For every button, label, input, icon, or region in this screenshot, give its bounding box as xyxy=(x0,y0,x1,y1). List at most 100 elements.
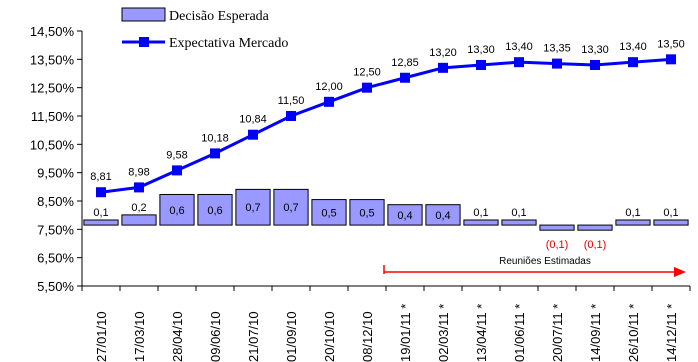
bar xyxy=(653,219,689,226)
line-marker xyxy=(324,96,334,107)
bar-data-label: 0,4 xyxy=(435,210,450,222)
x-tick-label: 02/03/11 * xyxy=(436,304,451,362)
bar-data-label: 0,6 xyxy=(207,205,222,217)
y-tick-label: 13,50% xyxy=(30,52,75,67)
bar-data-label: 0,6 xyxy=(169,205,184,217)
x-tick-label: 14/09/11 * xyxy=(588,304,603,362)
line-data-label: 13,50 xyxy=(657,38,685,50)
y-axis: 5,50% 6,50% 7,50% 8,50% 9,50% 10,50% 11,50% 12,… xyxy=(30,24,83,294)
bar-data-label: 0,5 xyxy=(321,207,336,219)
annotation-arrow-head xyxy=(674,267,686,277)
estimated-meetings-annotation: Reuniões Estimadas xyxy=(383,256,686,277)
y-tick-label: 10,50% xyxy=(30,137,75,152)
line-marker xyxy=(476,60,486,70)
y-tick-label: 14,50% xyxy=(30,24,75,39)
bar-labels: 0,1 0,2 0,6 0,6 0,7 0,7 0,5 0,5 0,4 0,4 0,1 0,1 (0,1… xyxy=(93,202,678,251)
line-data-label: 12,85 xyxy=(391,57,419,69)
bar-data-label: 0,5 xyxy=(359,207,374,219)
bar-data-label: 0,2 xyxy=(131,202,146,214)
x-tick-label: 01/06/11 * xyxy=(512,304,527,362)
y-tick-label: 7,50% xyxy=(37,222,74,237)
line-data-label: 13,35 xyxy=(543,43,571,55)
x-tick-label: 26/10/11 * xyxy=(626,304,641,362)
bar xyxy=(121,214,157,226)
legend: Decisão Esperada Expectativa Mercado xyxy=(121,7,288,51)
y-tick-label: 12,50% xyxy=(30,81,75,96)
x-tick-label: 28/04/10 xyxy=(170,311,185,362)
bar xyxy=(501,219,537,226)
bar xyxy=(273,188,309,226)
y-tick-label: 5,50% xyxy=(37,279,74,294)
x-tick-label: 21/07/10 xyxy=(246,311,261,362)
line-marker xyxy=(134,182,144,193)
legend-bar-swatch xyxy=(121,7,166,22)
bar-data-label: 0,4 xyxy=(397,210,412,222)
y-tick-label: 9,50% xyxy=(37,166,74,181)
bar xyxy=(425,204,461,226)
bar xyxy=(577,224,613,231)
line-marker xyxy=(590,60,600,70)
y-tick-label: 11,50% xyxy=(31,109,75,124)
line-marker xyxy=(248,129,258,140)
legend-item-line: Expectativa Mercado xyxy=(169,36,288,51)
line-data-label: 9,58 xyxy=(166,149,187,161)
x-tick-label: 14/12/11 * xyxy=(664,304,679,362)
series-line xyxy=(100,57,672,194)
line-data-label: 13,20 xyxy=(429,47,457,59)
line-marker xyxy=(286,111,296,121)
line-data-label: 8,98 xyxy=(128,166,149,178)
line-marker xyxy=(666,54,676,65)
y-tick-label: 6,50% xyxy=(37,251,74,266)
bar-series xyxy=(83,188,689,231)
x-tick-label: 20/07/11 * xyxy=(550,304,565,362)
line-data-label: 8,81 xyxy=(90,171,111,183)
x-axis: 27/01/10 17/03/10 28/04/10 09/06/10 21/07/10… xyxy=(81,285,691,362)
bar-data-label: (0,1) xyxy=(584,239,607,251)
line-marker xyxy=(552,58,562,69)
bar-data-label: (0,1) xyxy=(546,239,569,251)
x-tick-label: 19/01/11 * xyxy=(398,304,413,362)
x-tick-label: 01/09/10 xyxy=(284,311,299,362)
line-marker xyxy=(172,165,182,176)
x-tick-label: 13/04/11 * xyxy=(474,304,489,362)
line-data-label: 13,30 xyxy=(467,44,495,56)
line-marker xyxy=(438,62,448,73)
bar xyxy=(615,219,651,226)
line-data-label: 12,00 xyxy=(315,81,343,93)
line-data-label: 11,50 xyxy=(278,95,305,107)
line-marker xyxy=(96,187,106,198)
line-data-label: 10,84 xyxy=(239,114,267,126)
x-tick-label: 08/12/10 xyxy=(360,311,375,362)
bar-data-label: 0,1 xyxy=(511,207,526,219)
bar xyxy=(83,219,119,226)
legend-item-bar: Decisão Esperada xyxy=(169,9,270,24)
bar-data-label: 0,7 xyxy=(283,202,298,214)
line-marker xyxy=(400,72,410,83)
legend-line-marker xyxy=(139,37,149,47)
x-tick-label: 17/03/10 xyxy=(132,311,147,362)
line-data-label: 13,40 xyxy=(505,41,533,53)
bar-data-label: 0,1 xyxy=(473,207,488,219)
bar xyxy=(463,219,499,226)
x-tick-label: 09/06/10 xyxy=(208,311,223,362)
bar xyxy=(159,193,195,226)
line-marker xyxy=(628,57,638,68)
line-series xyxy=(96,54,676,198)
y-tick-label: 8,50% xyxy=(37,194,74,209)
line-data-label: 10,18 xyxy=(201,132,229,144)
bar xyxy=(539,224,575,231)
bar xyxy=(197,193,233,226)
annotation-label: Reuniões Estimadas xyxy=(499,256,591,267)
bar xyxy=(311,199,347,226)
line-data-label: 13,40 xyxy=(619,41,647,53)
line-marker xyxy=(210,148,220,159)
bar-data-label: 0,1 xyxy=(625,207,640,219)
line-data-label: 13,30 xyxy=(581,44,609,56)
bar xyxy=(349,199,385,226)
line-marker xyxy=(514,57,524,68)
x-tick-label: 20/10/10 xyxy=(322,311,337,362)
bar-data-label: 0,1 xyxy=(93,207,108,219)
bar xyxy=(235,188,271,226)
bar-data-label: 0,7 xyxy=(245,202,260,214)
